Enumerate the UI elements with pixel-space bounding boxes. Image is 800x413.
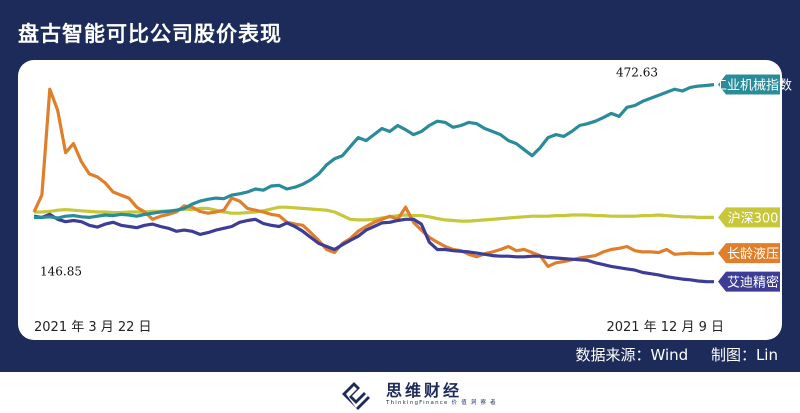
brand-sub-cn: 价 值 洞 察 者: [451, 400, 497, 406]
legend-label-长龄液压: 长龄液压: [718, 243, 780, 264]
brand-name: 思维财经: [386, 381, 463, 400]
chart-author: 制图：Lin: [710, 346, 778, 364]
annotation-146.85: 146.85: [40, 265, 82, 279]
legend-arrow: [718, 207, 780, 228]
x-end-label: 2021 年 12 月 9 日: [606, 320, 724, 335]
page-title: 盘古智能可比公司股价表现: [18, 22, 282, 46]
brand-sub-en: ThinkingFinance: [386, 400, 449, 406]
series-line-工业机械指数: [34, 83, 715, 220]
brand-subtitle: ThinkingFinance 价 值 洞 察 者: [386, 398, 497, 406]
legend-label-沪深300: 沪深300: [718, 207, 780, 228]
series-line-长龄液压: [32, 87, 715, 268]
annotation-472.63: 472.63: [616, 66, 658, 80]
legend-text: 沪深300: [728, 210, 779, 226]
legend-arrow: [718, 243, 780, 264]
legend-text: 长龄液压: [727, 247, 779, 262]
x-start-label: 2021 年 3 月 22 日: [34, 320, 152, 335]
brand-logo-icon: [342, 382, 370, 410]
source-note: 数据来源：Wind 制图：Lin: [557, 344, 778, 365]
legend-arrow: [718, 271, 780, 292]
legend-text: 艾迪精密: [727, 275, 779, 291]
legend-text: 工业机械指数: [714, 79, 792, 94]
legend-label-工业机械指数: 工业机械指数: [714, 74, 792, 95]
legend-arrow: [718, 74, 780, 95]
footer: [0, 372, 800, 413]
series-line-沪深300: [34, 205, 714, 223]
data-source: 数据来源：Wind: [575, 346, 689, 364]
series-line-艾迪精密: [33, 212, 715, 284]
legend-label-艾迪精密: 艾迪精密: [718, 271, 780, 292]
chart-panel: [18, 60, 782, 340]
